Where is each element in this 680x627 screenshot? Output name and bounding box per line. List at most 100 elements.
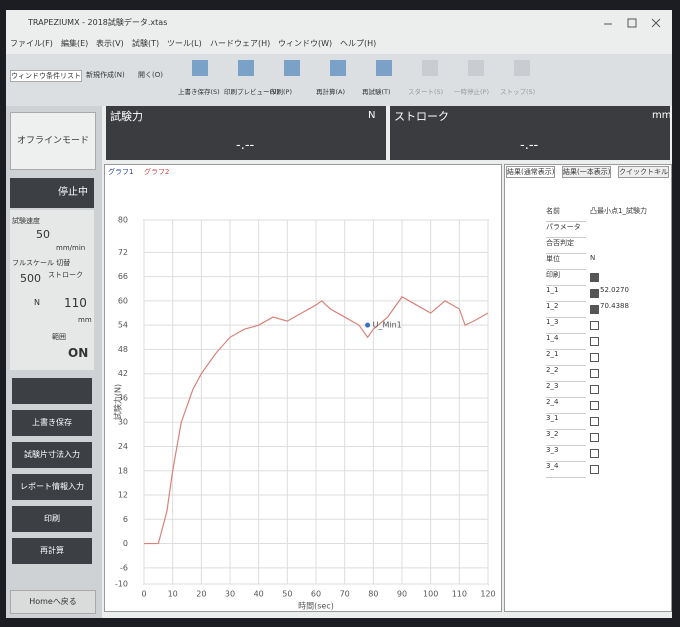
row-name: 印刷	[546, 270, 586, 286]
stroke-label: ストローク	[48, 270, 83, 280]
status: 停止中	[10, 178, 94, 208]
stroke: 110	[64, 296, 87, 310]
row-value: N	[590, 254, 595, 262]
menu-item[interactable]: 編集(E)	[61, 38, 88, 49]
row-name: 2_1	[546, 350, 586, 366]
row-value: 52.0270	[600, 286, 629, 294]
x-tick-label: 30	[225, 590, 235, 599]
y-tick-label: 66	[118, 272, 128, 281]
menu-item[interactable]: 試験(T)	[132, 38, 159, 49]
toolbar-icon	[514, 60, 530, 76]
toolbar-icon	[422, 60, 438, 76]
checkbox[interactable]	[590, 337, 599, 346]
condition-list[interactable]: ウィンドウ条件リスト	[10, 70, 82, 82]
toolbar-icon	[468, 60, 484, 76]
toolbar-button[interactable]: 再試験(T)	[362, 86, 391, 96]
toolbar-button[interactable]: 一時停止(P)	[454, 86, 489, 96]
menu-item[interactable]: ファイル(F)	[10, 38, 53, 49]
x-tick-label: 40	[254, 590, 264, 599]
y-tick-label: -10	[115, 580, 128, 589]
mode-button[interactable]: オフラインモード	[10, 112, 96, 170]
checkbox[interactable]	[590, 353, 599, 362]
x-tick-label: 0	[141, 590, 146, 599]
y-tick-label: -6	[120, 563, 128, 572]
checkbox[interactable]	[590, 321, 599, 330]
toolbar-button[interactable]: スタート(S)	[408, 86, 443, 96]
x-tick-label: 70	[340, 590, 350, 599]
force-unit: N	[34, 298, 40, 307]
checkbox[interactable]	[590, 289, 599, 298]
side-button[interactable]: レポート情報入力	[12, 474, 92, 500]
side-button[interactable]: 上書き保存	[12, 410, 92, 436]
annotation-point	[365, 323, 370, 328]
row-name: 1_2	[546, 302, 586, 318]
display-label: 試験力	[110, 108, 143, 124]
new-button[interactable]: 新規作成(N)	[86, 70, 125, 80]
open-button[interactable]: 開く(O)	[138, 70, 163, 80]
x-tick-label: 50	[282, 590, 292, 599]
toolbar-button[interactable]: 印刷(P)	[270, 86, 292, 96]
stroke-unit: mm	[78, 316, 92, 324]
fullscale: 500	[20, 272, 41, 285]
row-name: 名前	[546, 206, 586, 222]
side-button[interactable]: 再計算	[12, 538, 92, 564]
toolbar-button[interactable]: ストップ(S)	[500, 86, 535, 96]
results-tab[interactable]: クイックトキル	[618, 166, 669, 178]
row-name: 合否判定	[546, 238, 586, 254]
y-tick-label: 72	[118, 248, 128, 257]
x-tick-label: 10	[168, 590, 178, 599]
row-name: 1_1	[546, 286, 586, 302]
x-tick-label: 80	[368, 590, 378, 599]
menu-item[interactable]: ツール(L)	[167, 38, 202, 49]
x-axis-label: 時間(sec)	[298, 602, 334, 611]
x-tick-label: 60	[311, 590, 321, 599]
row-value: 凸最小点1_試験力	[590, 206, 647, 216]
results-tab[interactable]: 結果(一本表示)	[562, 166, 611, 178]
toolbar-icon	[238, 60, 254, 76]
y-tick-label: 60	[118, 296, 128, 305]
window-title: TRAPEZIUMX - 2018試験データ.xtas	[28, 17, 167, 28]
speed-label: 試験速度	[12, 216, 40, 226]
checkbox[interactable]	[590, 465, 599, 474]
checkbox[interactable]	[590, 385, 599, 394]
toolbar-icon	[376, 60, 392, 76]
y-axis-label: 試験力(N)	[113, 384, 123, 420]
row-name: パラメータ	[546, 222, 586, 238]
y-tick-label: 24	[118, 442, 128, 451]
checkbox[interactable]	[590, 305, 599, 314]
x-tick-label: 120	[480, 590, 495, 599]
x-tick-label: 20	[196, 590, 206, 599]
row-value: 70.4388	[600, 302, 629, 310]
menu-item[interactable]: ウィンドウ(W)	[278, 38, 332, 49]
toolbar-button[interactable]: 再計算(A)	[316, 86, 345, 96]
graph-tab[interactable]: グラフ2	[144, 167, 169, 177]
toolbar-button[interactable]: 上書き保存(S)	[178, 86, 220, 96]
page: 0102030405060708090100110120-10-60612182…	[0, 0, 680, 627]
menu-item[interactable]: 表示(V)	[96, 38, 124, 49]
row-name: 3_4	[546, 462, 586, 478]
toolbar-icon	[192, 60, 208, 76]
row-name: 2_2	[546, 366, 586, 382]
checkbox[interactable]	[590, 369, 599, 378]
side-button[interactable]: 試験片寸法入力	[12, 442, 92, 468]
x-tick-label: 90	[397, 590, 407, 599]
checkbox[interactable]	[590, 433, 599, 442]
row-name: 2_4	[546, 398, 586, 414]
home-button[interactable]: Homeへ戻る	[10, 590, 96, 614]
results-tab[interactable]: 結果(通常表示)	[506, 166, 555, 178]
checkbox[interactable]	[590, 401, 599, 410]
side-button[interactable]: 印刷	[12, 506, 92, 532]
menu-item[interactable]: ハードウェア(H)	[210, 38, 270, 49]
checkbox[interactable]	[590, 417, 599, 426]
checkbox[interactable]	[590, 449, 599, 458]
toolbar-icon	[330, 60, 346, 76]
display-value: -.--	[236, 138, 254, 153]
y-tick-label: 6	[123, 515, 128, 524]
display-unit: N	[368, 110, 375, 121]
menu-item[interactable]: ヘルプ(H)	[340, 38, 376, 49]
checkbox[interactable]	[590, 273, 599, 282]
row-name: 3_2	[546, 430, 586, 446]
graph-tab[interactable]: グラフ1	[108, 167, 133, 177]
side-button[interactable]	[12, 378, 92, 404]
